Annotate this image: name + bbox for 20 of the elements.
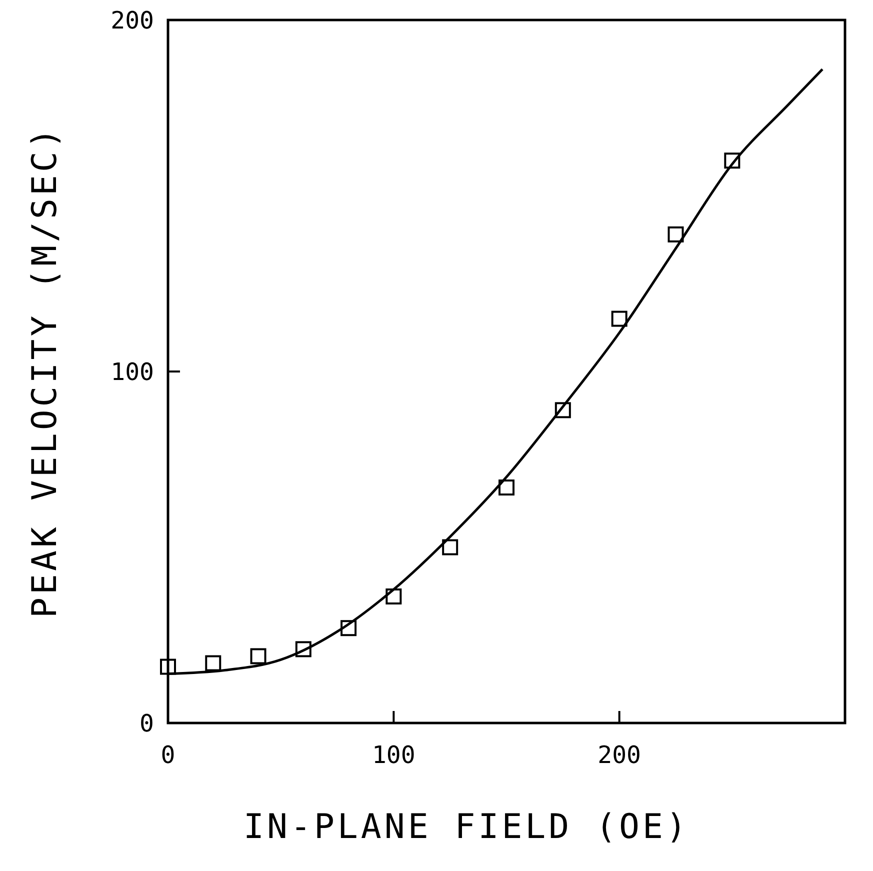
point	[295, 641, 312, 658]
point	[250, 648, 266, 664]
y-axis-title: PEAK VELOCITY (M/SEC)	[25, 125, 65, 618]
point	[498, 479, 514, 496]
point	[611, 310, 628, 327]
point	[668, 226, 684, 242]
y-tick-label: 200	[110, 6, 154, 34]
x-axis-title: IN-PLANE FIELD (OE)	[244, 807, 690, 847]
point	[386, 588, 402, 604]
y-tick-label: 0	[140, 709, 154, 738]
point	[554, 402, 571, 418]
point	[205, 655, 222, 672]
x-tick-label: 100	[372, 741, 416, 769]
x-tick-label: 200	[598, 741, 642, 769]
point	[340, 620, 357, 636]
y-tick-label: 100	[110, 358, 154, 386]
point	[724, 152, 740, 169]
x-tick-label: 0	[160, 741, 176, 769]
point	[160, 658, 176, 675]
point	[442, 539, 458, 556]
